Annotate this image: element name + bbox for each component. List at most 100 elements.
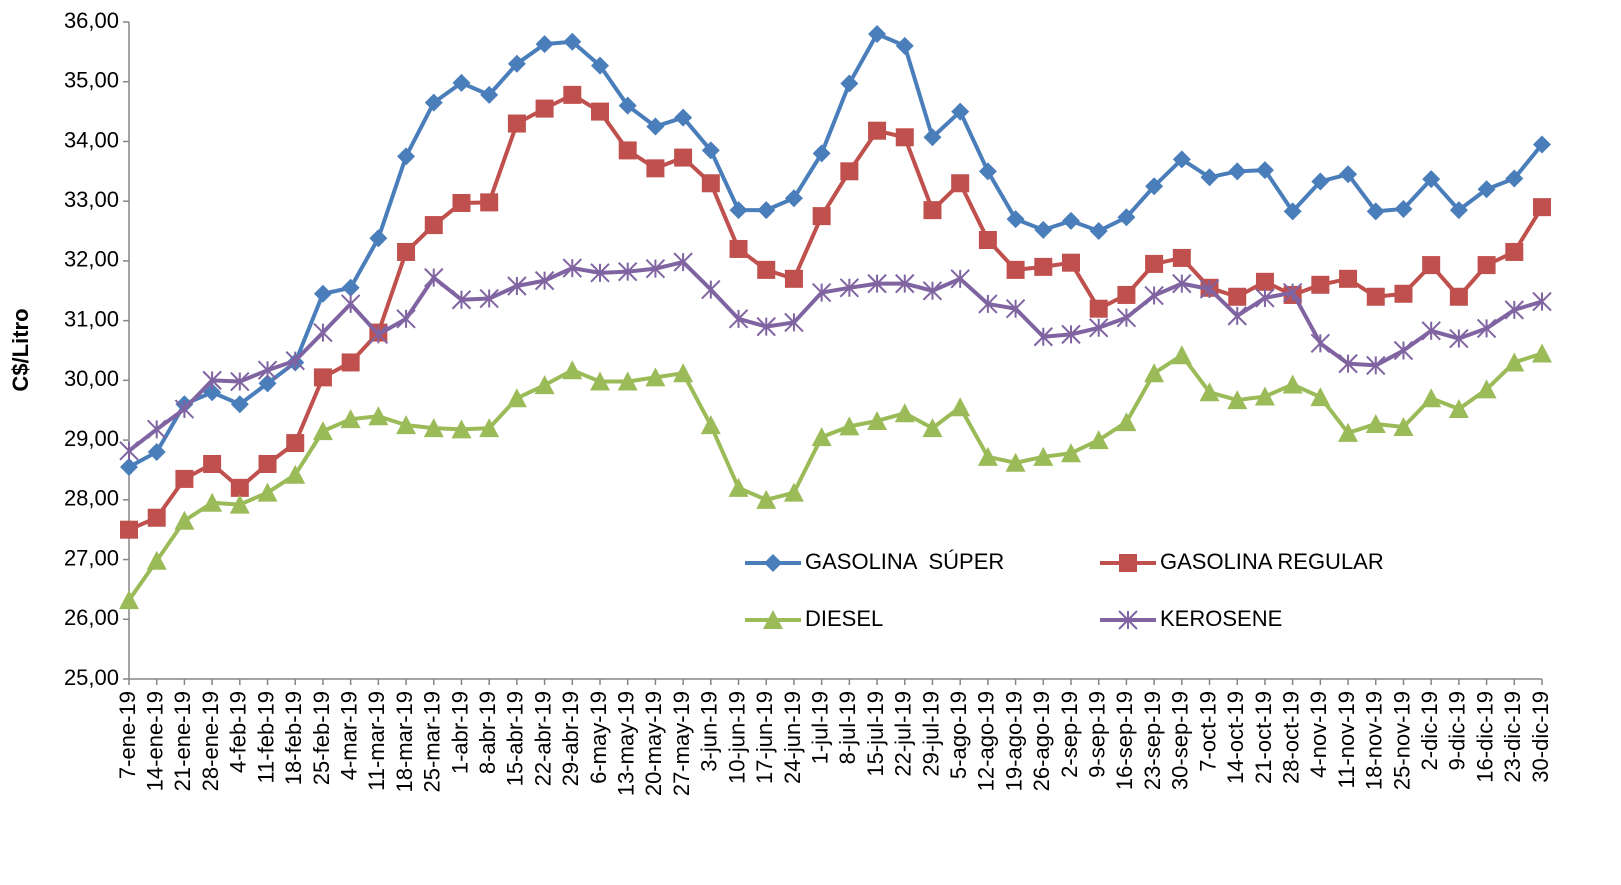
point <box>229 494 250 514</box>
legend-label: GASOLINA REGULAR <box>1160 549 1384 574</box>
point <box>368 324 389 345</box>
point <box>1394 199 1413 218</box>
point <box>1227 306 1247 326</box>
point <box>1005 452 1026 472</box>
point <box>451 290 472 310</box>
point <box>257 360 278 380</box>
point <box>1504 352 1525 372</box>
x-tick-label: 21-ene-19 <box>170 691 195 791</box>
point <box>451 419 472 439</box>
x-tick-label: 9-dic-19 <box>1445 691 1470 770</box>
point <box>1393 416 1414 436</box>
x-tick-label: 17-jun-19 <box>752 691 777 784</box>
point <box>978 294 998 314</box>
series-line <box>127 260 1543 453</box>
x-tick-label: 24-jun-19 <box>780 691 805 784</box>
point <box>1088 430 1109 450</box>
point <box>1448 399 1469 419</box>
point <box>312 421 333 441</box>
point <box>285 350 305 371</box>
series-line <box>128 92 1544 532</box>
legend-marker <box>1119 554 1137 572</box>
point <box>1532 291 1552 312</box>
point <box>1505 169 1524 188</box>
series-line <box>127 351 1543 602</box>
point <box>1172 248 1191 267</box>
point <box>1365 413 1386 433</box>
point <box>506 388 527 408</box>
point <box>1144 363 1165 383</box>
point <box>562 360 583 380</box>
point <box>1116 412 1137 432</box>
point <box>784 312 804 333</box>
point <box>1449 328 1469 349</box>
point <box>479 288 499 309</box>
x-tick-label: 14-ene-19 <box>143 691 168 791</box>
point <box>894 403 915 423</box>
point <box>1533 198 1551 217</box>
x-tick-label: 14-oct-19 <box>1223 691 1248 784</box>
point <box>701 279 721 300</box>
point <box>1421 321 1441 341</box>
point <box>1394 284 1413 303</box>
point <box>1311 172 1330 191</box>
point <box>812 144 831 163</box>
x-tick-label: 22-jul-19 <box>891 691 916 777</box>
point <box>1006 260 1025 279</box>
point <box>147 508 166 527</box>
y-tick-label: 27,00 <box>64 545 119 570</box>
point <box>923 201 942 220</box>
point <box>674 148 693 167</box>
point <box>1033 446 1054 466</box>
point <box>673 252 693 272</box>
point <box>534 375 555 395</box>
point <box>895 36 914 55</box>
point <box>867 273 887 294</box>
x-tick-label: 27-may-19 <box>669 691 694 796</box>
point <box>424 93 443 112</box>
point <box>1421 388 1442 408</box>
point <box>119 590 139 610</box>
point <box>479 418 500 438</box>
x-tick-label: 4-feb-19 <box>226 691 251 773</box>
point <box>286 434 305 453</box>
point <box>812 207 831 226</box>
point <box>784 269 803 288</box>
point <box>839 416 860 436</box>
x-tick-label: 18-feb-19 <box>281 691 306 785</box>
x-tick-label: 25-nov-19 <box>1389 691 1414 790</box>
point <box>1366 355 1386 376</box>
x-tick-label: 25-mar-19 <box>420 691 445 792</box>
point <box>146 550 167 570</box>
legend-label: GASOLINA SÚPER <box>805 549 1004 574</box>
point <box>230 478 249 497</box>
point <box>729 201 748 220</box>
point <box>1282 282 1303 303</box>
point <box>757 260 776 279</box>
x-tick-label: 3-jun-19 <box>697 691 722 772</box>
y-axis-label: C$/Litro <box>8 308 33 391</box>
y-tick-label: 35,00 <box>64 68 119 93</box>
point <box>535 35 554 54</box>
point <box>1089 222 1108 241</box>
point <box>618 141 637 160</box>
x-tick-label: 28-ene-19 <box>198 691 223 791</box>
point <box>1393 340 1414 361</box>
y-tick-label: 33,00 <box>64 187 119 212</box>
x-tick-label: 7-oct-19 <box>1195 691 1220 772</box>
point <box>784 189 803 208</box>
point <box>783 482 804 502</box>
x-tick-label: 5-ago-19 <box>946 691 971 779</box>
point <box>756 316 776 337</box>
point <box>617 261 638 282</box>
point <box>895 273 915 294</box>
point <box>1339 269 1358 288</box>
point <box>1366 287 1385 306</box>
point <box>1061 443 1081 463</box>
point <box>1254 386 1275 406</box>
point <box>1532 343 1552 363</box>
point <box>396 415 417 435</box>
point <box>397 242 416 261</box>
point <box>811 282 832 303</box>
